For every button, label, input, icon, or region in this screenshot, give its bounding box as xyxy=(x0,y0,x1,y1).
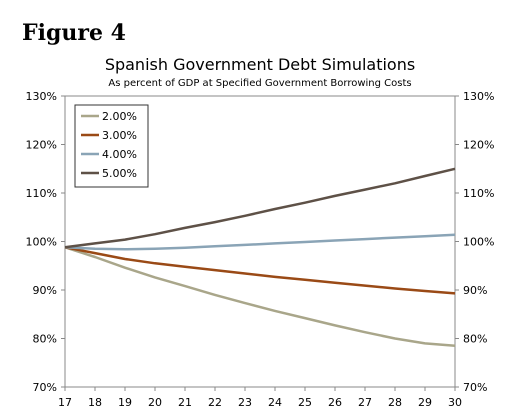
legend-label: 2.00% xyxy=(102,110,137,123)
x-tick-label: 27 xyxy=(358,396,372,409)
y-tick-label-right: 130% xyxy=(463,90,494,103)
y-tick-label-left: 80% xyxy=(33,333,57,346)
y-tick-label-right: 120% xyxy=(463,139,494,152)
y-tick-label-left: 120% xyxy=(26,139,57,152)
y-tick-label-right: 110% xyxy=(463,187,494,200)
y-tick-label-right: 100% xyxy=(463,236,494,249)
plot-area: 70% 70% 80% 80% 90% 90% 100% 100% 110% 110% 120% 12… xyxy=(26,90,495,409)
y-tick-label-right: 80% xyxy=(463,333,487,346)
x-tick-label: 28 xyxy=(388,396,402,409)
y-tick-label-left: 100% xyxy=(26,236,57,249)
y-tick-label-right: 70% xyxy=(463,381,487,394)
x-tick-label: 29 xyxy=(418,396,432,409)
legend-label: 4.00% xyxy=(102,148,137,161)
x-tick-label: 22 xyxy=(208,396,222,409)
x-tick-label: 17 xyxy=(58,396,72,409)
x-tick-label: 21 xyxy=(178,396,192,409)
x-tick-label: 24 xyxy=(268,396,282,409)
y-tick-label-left: 70% xyxy=(33,381,57,394)
chart-title: Spanish Government Debt Simulations xyxy=(105,55,415,74)
x-tick-label: 30 xyxy=(448,396,462,409)
series-line-400 xyxy=(64,233,456,251)
series-line-300 xyxy=(64,246,456,295)
legend: 2.00% 3.00% 4.00% 5.00% xyxy=(74,104,149,188)
legend-label: 5.00% xyxy=(102,167,137,180)
x-tick-label: 26 xyxy=(328,396,342,409)
y-tick-label-left: 110% xyxy=(26,187,57,200)
series-line-500 xyxy=(64,167,456,249)
y-tick-label-left: 90% xyxy=(33,284,57,297)
x-tick-label: 20 xyxy=(148,396,162,409)
x-tick-label: 23 xyxy=(238,396,252,409)
figure-label: Figure 4 xyxy=(22,20,126,46)
x-tick-label: 18 xyxy=(88,396,102,409)
legend-label: 3.00% xyxy=(102,129,137,142)
series-line-200 xyxy=(64,246,456,348)
x-tick-label: 19 xyxy=(118,396,132,409)
x-tick-label: 25 xyxy=(298,396,312,409)
y-tick-label-right: 90% xyxy=(463,284,487,297)
chart-subtitle: As percent of GDP at Specified Governmen… xyxy=(108,78,411,89)
y-tick-label-left: 130% xyxy=(26,90,57,103)
